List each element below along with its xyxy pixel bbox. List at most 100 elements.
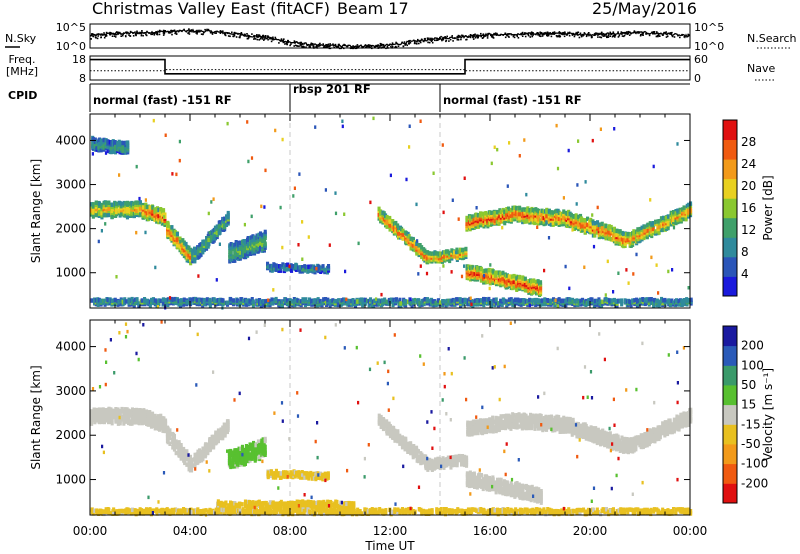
data-cell [482, 273, 486, 278]
nsearch-point [523, 33, 526, 35]
data-cell [185, 449, 189, 454]
data-cell [251, 234, 255, 239]
data-cell [164, 297, 168, 303]
data-cell [242, 298, 246, 303]
data-cell [398, 297, 402, 303]
nsearch-point [520, 33, 523, 36]
colorbar-segment [723, 120, 737, 140]
data-cell [91, 214, 95, 219]
data-cell [254, 442, 258, 448]
nsearch-point [126, 31, 128, 34]
nsearch-point [258, 39, 261, 41]
data-cell [309, 264, 313, 269]
data-cell [331, 298, 335, 303]
data-cell [372, 116, 375, 121]
data-cell [216, 428, 220, 433]
nsearch-point [379, 42, 382, 45]
nsearch-label: N.Search [747, 32, 797, 45]
nsearch-point [516, 35, 519, 38]
nsearch-point [261, 36, 263, 38]
colorbar-segment [723, 237, 737, 258]
data-cell [123, 417, 127, 422]
nsearch-point [572, 33, 575, 35]
nsearch-point [224, 33, 226, 36]
data-cell [245, 302, 249, 307]
nsearch-point [283, 38, 285, 40]
nsearch-point [430, 40, 433, 42]
data-cell [117, 300, 121, 305]
data-cell [469, 299, 473, 304]
nsearch-point [244, 35, 246, 37]
data-cell [218, 242, 221, 246]
nsearch-point [328, 47, 331, 50]
data-cell [587, 298, 591, 303]
nsearch-point [253, 35, 256, 38]
data-cell [571, 299, 575, 305]
data-cell [245, 298, 249, 304]
nsearch-point [377, 47, 380, 49]
nsearch-point [188, 28, 190, 30]
nsearch-point [544, 32, 546, 34]
nsearch-point [207, 28, 210, 31]
nsearch-point [195, 31, 197, 33]
data-cell [223, 216, 227, 221]
data-cell [436, 298, 440, 303]
data-cell [196, 449, 200, 455]
nsearch-point [386, 45, 389, 48]
nsearch-point [618, 34, 621, 37]
nsearch-point [105, 35, 108, 37]
data-cell [632, 229, 636, 234]
data-cell [135, 164, 138, 169]
data-cell [380, 292, 383, 297]
nsearch-point [136, 32, 138, 34]
data-cell [173, 296, 177, 302]
nsearch-point [442, 38, 445, 41]
data-cell [571, 228, 574, 232]
data-cell [126, 140, 130, 145]
nsearch-point [283, 41, 286, 43]
data-cell [248, 442, 252, 447]
data-cell [580, 217, 584, 223]
data-cell [645, 297, 649, 302]
nsearch-point [188, 33, 191, 35]
data-cell [648, 297, 652, 302]
nsearch-point [274, 38, 277, 40]
data-cell [225, 222, 229, 227]
nsearch-point [158, 31, 161, 33]
data-cell [343, 212, 346, 216]
data-cell [161, 297, 165, 302]
data-cell [543, 268, 546, 273]
data-cell [198, 448, 202, 453]
data-cell [204, 442, 208, 447]
data-cell [151, 205, 155, 210]
data-cell [442, 210, 445, 215]
data-cell [559, 298, 563, 303]
data-cell [127, 408, 131, 413]
data-cell [351, 298, 355, 303]
nsearch-point [665, 36, 668, 38]
nsearch-point [289, 44, 291, 47]
data-cell [93, 419, 97, 425]
data-cell [653, 297, 657, 303]
data-cell [515, 276, 519, 281]
data-cell [246, 454, 250, 460]
nsearch-point [246, 33, 248, 35]
data-cell [141, 211, 145, 216]
nsearch-point [404, 44, 406, 46]
data-cell [388, 219, 392, 224]
nsearch-point [383, 46, 385, 48]
nsearch-point [645, 32, 647, 35]
data-cell [377, 298, 381, 303]
nsearch-point [257, 35, 259, 38]
data-cell [262, 302, 266, 308]
nsearch-point [387, 47, 389, 49]
data-cell [482, 212, 486, 218]
nsearch-point [92, 35, 95, 38]
nsearch-point [115, 31, 118, 33]
nsearch-point [434, 39, 436, 42]
nsearch-point [171, 33, 173, 36]
data-cell [141, 205, 145, 210]
data-cell [662, 215, 666, 221]
data-cell [178, 158, 181, 163]
data-cell [175, 172, 178, 177]
